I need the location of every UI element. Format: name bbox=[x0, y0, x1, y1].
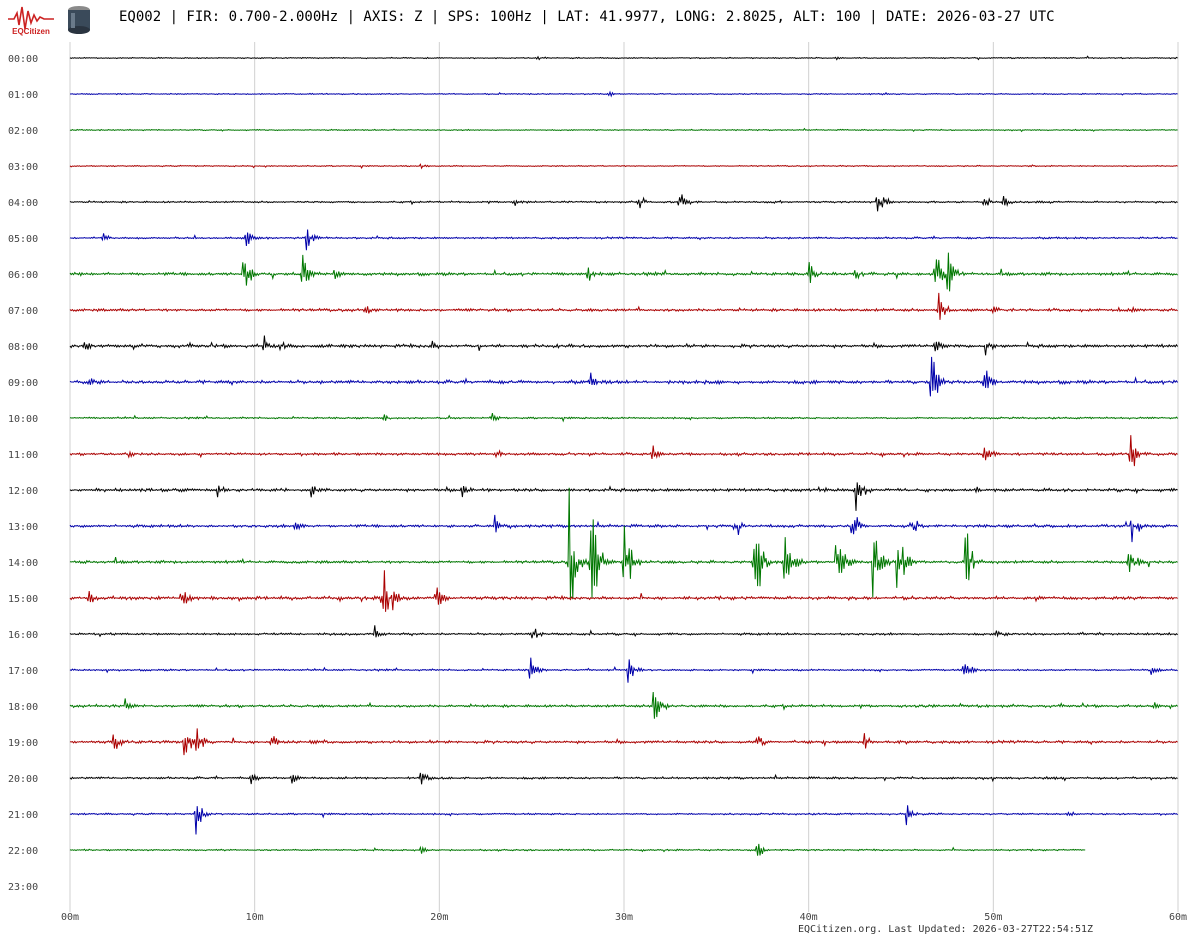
x-tick-label: 50m bbox=[984, 912, 1002, 923]
trace-row-0600 bbox=[69, 252, 1178, 292]
sensor-icon bbox=[68, 6, 90, 34]
trace-row-0700 bbox=[69, 292, 1178, 320]
row-label: 04:00 bbox=[8, 198, 38, 209]
trace-row-0900 bbox=[69, 356, 1179, 397]
traces bbox=[69, 55, 1179, 856]
footer-text: EQCitizen.org. Last Updated: 2026-03-27T… bbox=[798, 924, 1094, 935]
x-tick-label: 20m bbox=[430, 912, 448, 923]
row-label: 00:00 bbox=[8, 54, 38, 65]
trace-row-0800 bbox=[69, 335, 1179, 356]
row-label: 21:00 bbox=[8, 810, 38, 821]
trace-row-1100 bbox=[69, 435, 1178, 467]
row-label: 16:00 bbox=[8, 630, 38, 641]
row-label: 01:00 bbox=[8, 90, 38, 101]
row-label: 02:00 bbox=[8, 126, 38, 137]
row-label: 10:00 bbox=[8, 414, 38, 425]
row-label: 11:00 bbox=[8, 450, 38, 461]
trace-row-1400 bbox=[69, 487, 1178, 600]
row-label: 05:00 bbox=[8, 234, 38, 245]
trace-row-2100 bbox=[69, 805, 1178, 835]
row-label: 09:00 bbox=[8, 378, 38, 389]
row-label: 13:00 bbox=[8, 522, 38, 533]
row-label: 15:00 bbox=[8, 594, 38, 605]
chart-title: EQ002 | FIR: 0.700-2.000Hz | AXIS: Z | S… bbox=[119, 9, 1055, 25]
trace-row-1600 bbox=[69, 625, 1178, 639]
logo-seismogram-icon bbox=[8, 6, 54, 30]
row-label: 12:00 bbox=[8, 486, 38, 497]
trace-row-2000 bbox=[69, 772, 1178, 785]
row-label: 22:00 bbox=[8, 846, 38, 857]
x-tick-label: 30m bbox=[615, 912, 633, 923]
header: EQCitizen EQ002 | FIR: 0.700-2.000Hz | A… bbox=[0, 0, 1200, 40]
x-tick-label: 60m bbox=[1169, 912, 1187, 923]
trace-row-1700 bbox=[69, 657, 1178, 683]
trace-row-1200 bbox=[69, 482, 1178, 511]
row-label: 03:00 bbox=[8, 162, 38, 173]
trace-row-0500 bbox=[69, 229, 1178, 251]
grid bbox=[69, 42, 1179, 912]
trace-row-1900 bbox=[69, 728, 1178, 756]
trace-row-0200 bbox=[69, 127, 1178, 133]
row-labels: 00:00 01:00 02:00 03:00 04:00 05:00 06:00 07:00… bbox=[8, 54, 38, 893]
trace-row-1000 bbox=[69, 412, 1178, 423]
row-label: 19:00 bbox=[8, 738, 38, 749]
helicorder-plot: 00:00 01:00 02:00 03:00 04:00 05:00 06:00 07:00… bbox=[8, 42, 1187, 923]
trace-row-0100 bbox=[70, 90, 1178, 98]
logo-text: EQCitizen bbox=[12, 27, 50, 36]
trace-row-1500 bbox=[69, 570, 1178, 612]
x-tick-label: 00m bbox=[61, 912, 79, 923]
trace-row-2200 bbox=[69, 843, 1086, 856]
trace-row-0400 bbox=[69, 194, 1178, 212]
trace-row-0000 bbox=[69, 55, 1178, 61]
row-label: 23:00 bbox=[8, 882, 38, 893]
row-label: 08:00 bbox=[8, 342, 38, 353]
row-label: 07:00 bbox=[8, 306, 38, 317]
x-tick-label: 10m bbox=[246, 912, 264, 923]
row-label: 06:00 bbox=[8, 270, 38, 281]
row-label: 14:00 bbox=[8, 558, 38, 569]
trace-row-1800 bbox=[69, 691, 1178, 719]
eqcitizen-logo: EQCitizen bbox=[8, 6, 54, 36]
row-label: 17:00 bbox=[8, 666, 38, 677]
x-tick-label: 40m bbox=[800, 912, 818, 923]
row-label: 18:00 bbox=[8, 702, 38, 713]
row-label: 20:00 bbox=[8, 774, 38, 785]
trace-row-1300 bbox=[69, 514, 1179, 543]
x-axis-ticks: 00m 10m 20m 30m 40m 50m 60m bbox=[61, 912, 1187, 923]
trace-row-0300 bbox=[69, 163, 1178, 170]
